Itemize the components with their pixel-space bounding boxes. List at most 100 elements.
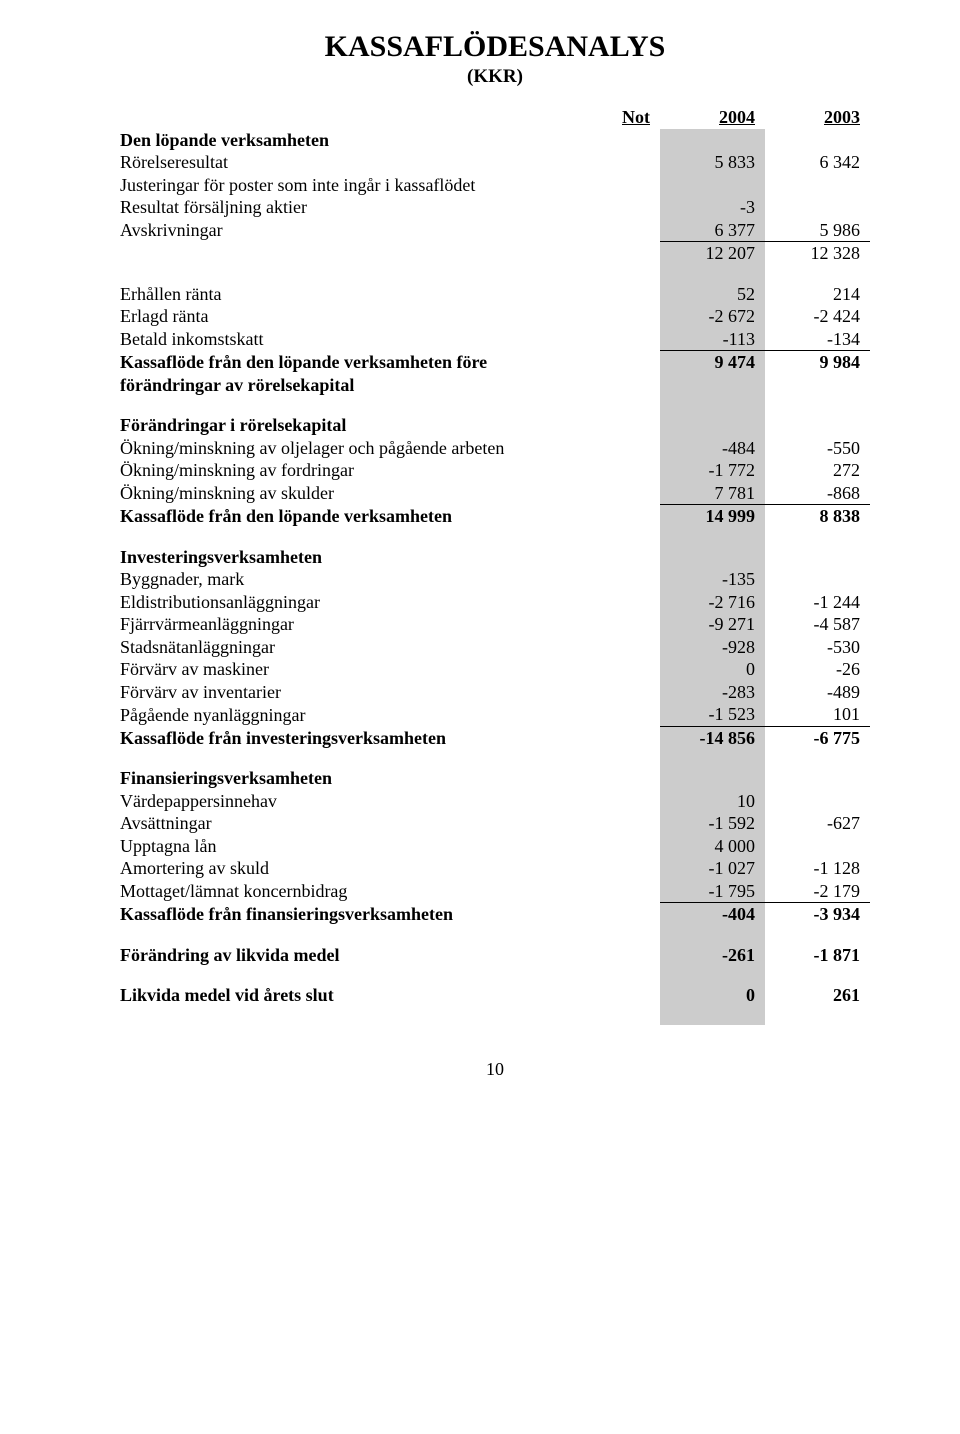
section-spacer — [120, 926, 870, 944]
table-row: Förvärv av inventarier-283-489 — [120, 681, 870, 704]
row-value-2004: -3 — [660, 196, 765, 219]
table-row: Betald inkomstskatt -113-134 — [120, 328, 870, 351]
table-row: Byggnader, mark -135 — [120, 568, 870, 591]
row-label: Likvida medel vid årets slut — [120, 984, 585, 1007]
row-value-2004: -404 — [660, 903, 765, 926]
row-value-2004: 0 — [660, 658, 765, 681]
row-value-2003 — [765, 374, 870, 397]
table-row: Ökning/minskning av fordringar-1 772272 — [120, 459, 870, 482]
row-value-2003: -627 — [765, 812, 870, 835]
row-label: Pågående nyanläggningar — [120, 703, 585, 726]
row-value-2004: 12 207 — [660, 242, 765, 265]
table-row: Rörelseresultat5 8336 342 — [120, 151, 870, 174]
row-value-2003: -1 244 — [765, 591, 870, 614]
table-row: Ökning/minskning av oljelager och pågåen… — [120, 437, 870, 460]
row-value-2004: -113 — [660, 328, 765, 351]
row-value-2004: 14 999 — [660, 505, 765, 528]
table-row: Amortering av skuld-1 027-1 128 — [120, 857, 870, 880]
table-row: Mottaget/lämnat koncernbidrag-1 795-2 17… — [120, 880, 870, 903]
table-row: Likvida medel vid årets slut0261 — [120, 984, 870, 1007]
row-value-2003: 214 — [765, 283, 870, 306]
table-row: Kassaflöde från den löpande verksamheten… — [120, 351, 870, 374]
row-label: Byggnader, mark — [120, 568, 585, 591]
row-label: Ökning/minskning av skulder — [120, 482, 585, 505]
row-value-2003: -1 128 — [765, 857, 870, 880]
section-spacer — [120, 1007, 870, 1025]
table-row: förändringar av rörelsekapital — [120, 374, 870, 397]
row-value-2004: -9 271 — [660, 613, 765, 636]
row-value-2004: -1 592 — [660, 812, 765, 835]
row-label: Betald inkomstskatt — [120, 328, 585, 351]
row-value-2003: 9 984 — [765, 351, 870, 374]
row-value-2004: -1 772 — [660, 459, 765, 482]
row-value-2004: -484 — [660, 437, 765, 460]
col-header-not: Not — [585, 106, 660, 129]
table-row: Upptagna lån 4 000 — [120, 835, 870, 858]
table-row: Förändring av likvida medel -261-1 871 — [120, 944, 870, 967]
table-header-row: Not20042003 — [120, 106, 870, 129]
table-row: Ökning/minskning av skulder 7 781-868 — [120, 482, 870, 505]
row-label: Förvärv av inventarier — [120, 681, 585, 704]
row-value-2004: -1 027 — [660, 857, 765, 880]
table-row: Eldistributionsanläggningar -2 716-1 244 — [120, 591, 870, 614]
row-value-2003: 5 986 — [765, 219, 870, 242]
row-label: Upptagna lån — [120, 835, 585, 858]
section-heading-row: Den löpande verksamheten — [120, 129, 870, 152]
row-label: Erhållen ränta — [120, 283, 585, 306]
row-value-2004: -2 716 — [660, 591, 765, 614]
row-value-2004: -928 — [660, 636, 765, 659]
row-value-2004: -135 — [660, 568, 765, 591]
row-label: Kassaflöde från finansieringsverksamhete… — [120, 903, 585, 926]
section-heading: Förändringar i rörelsekapital — [120, 414, 585, 437]
table-row: Förvärv av maskiner0-26 — [120, 658, 870, 681]
row-value-2004: -2 672 — [660, 305, 765, 328]
row-label: Stadsnätanläggningar — [120, 636, 585, 659]
row-value-2003: -868 — [765, 482, 870, 505]
row-value-2003: 12 328 — [765, 242, 870, 265]
row-value-2004: 9 474 — [660, 351, 765, 374]
page-subtitle: (KKR) — [120, 66, 870, 88]
section-spacer — [120, 265, 870, 283]
col-header-2004: 2004 — [660, 106, 765, 129]
row-value-2003: -550 — [765, 437, 870, 460]
row-value-2003: -134 — [765, 328, 870, 351]
table-row: Avsättningar -1 592-627 — [120, 812, 870, 835]
table-row: Värdepappersinnehav10 — [120, 790, 870, 813]
page-title: KASSAFLÖDESANALYS — [120, 30, 870, 64]
row-value-2003: -26 — [765, 658, 870, 681]
row-value-2004: 5 833 — [660, 151, 765, 174]
row-value-2003: -1 871 — [765, 944, 870, 967]
row-value-2004 — [660, 374, 765, 397]
row-label: Avsättningar — [120, 812, 585, 835]
row-value-2004: 7 781 — [660, 482, 765, 505]
row-value-2003 — [765, 196, 870, 219]
row-label: Eldistributionsanläggningar — [120, 591, 585, 614]
table-row: Resultat försäljning aktier-3 — [120, 196, 870, 219]
table-row: Kassaflöde från den löpande verksamheten… — [120, 505, 870, 528]
col-header-2003: 2003 — [765, 106, 870, 129]
row-value-2004: -14 856 — [660, 726, 765, 749]
row-label: Mottaget/lämnat koncernbidrag — [120, 880, 585, 903]
table-row: Fjärrvärmeanläggningar-9 271-4 587 — [120, 613, 870, 636]
page-number: 10 — [120, 1059, 870, 1080]
section-heading-row: Förändringar i rörelsekapital — [120, 414, 870, 437]
row-label: Kassaflöde från den löpande verksamheten — [120, 505, 585, 528]
section-heading: Finansieringsverksamheten — [120, 767, 585, 790]
row-label: Fjärrvärmeanläggningar — [120, 613, 585, 636]
row-value-2004: 4 000 — [660, 835, 765, 858]
row-value-2004: -261 — [660, 944, 765, 967]
table-row: Justeringar för poster som inte ingår i … — [120, 174, 870, 197]
row-value-2004 — [660, 174, 765, 197]
table-row: 12 20712 328 — [120, 242, 870, 265]
section-heading: Den löpande verksamheten — [120, 129, 585, 152]
row-label: Rörelseresultat — [120, 151, 585, 174]
row-value-2003: -3 934 — [765, 903, 870, 926]
row-value-2004: 10 — [660, 790, 765, 813]
row-value-2004: -283 — [660, 681, 765, 704]
table-row: Stadsnätanläggningar -928-530 — [120, 636, 870, 659]
row-value-2003: -530 — [765, 636, 870, 659]
row-value-2003: 272 — [765, 459, 870, 482]
row-value-2003: 8 838 — [765, 505, 870, 528]
row-value-2004: -1 523 — [660, 703, 765, 726]
row-label: Förändring av likvida medel — [120, 944, 585, 967]
